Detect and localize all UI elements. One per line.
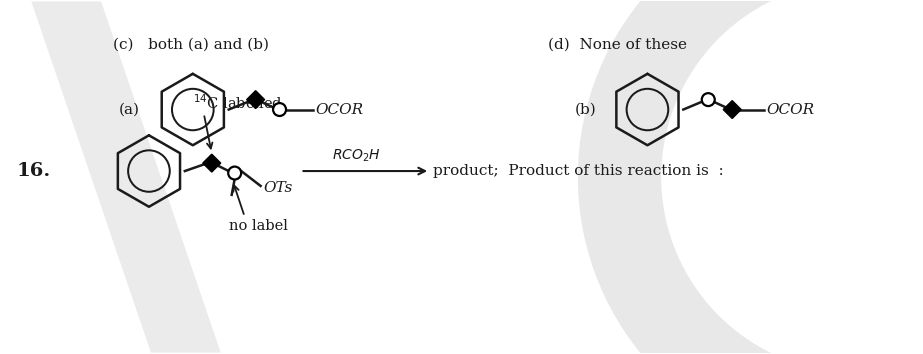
Polygon shape bbox=[203, 154, 221, 172]
Text: OTs: OTs bbox=[264, 181, 293, 195]
Text: $^{14}$C labelled: $^{14}$C labelled bbox=[193, 93, 282, 112]
Circle shape bbox=[701, 93, 714, 106]
Text: (a): (a) bbox=[119, 103, 140, 116]
Text: no label: no label bbox=[229, 219, 288, 233]
Polygon shape bbox=[31, 1, 221, 353]
Polygon shape bbox=[724, 101, 741, 119]
Circle shape bbox=[228, 167, 241, 179]
Text: (c)   both (a) and (b): (c) both (a) and (b) bbox=[113, 38, 269, 52]
Text: $RCO_2H$: $RCO_2H$ bbox=[332, 148, 381, 164]
Polygon shape bbox=[246, 91, 265, 109]
Text: OCOR: OCOR bbox=[766, 103, 814, 116]
Circle shape bbox=[273, 103, 286, 116]
Text: (d)  None of these: (d) None of these bbox=[547, 38, 687, 52]
Text: 16.: 16. bbox=[17, 162, 51, 180]
Text: OCOR: OCOR bbox=[316, 103, 364, 116]
Text: (b): (b) bbox=[575, 103, 596, 116]
Text: product;  Product of this reaction is  :: product; Product of this reaction is : bbox=[433, 164, 724, 178]
